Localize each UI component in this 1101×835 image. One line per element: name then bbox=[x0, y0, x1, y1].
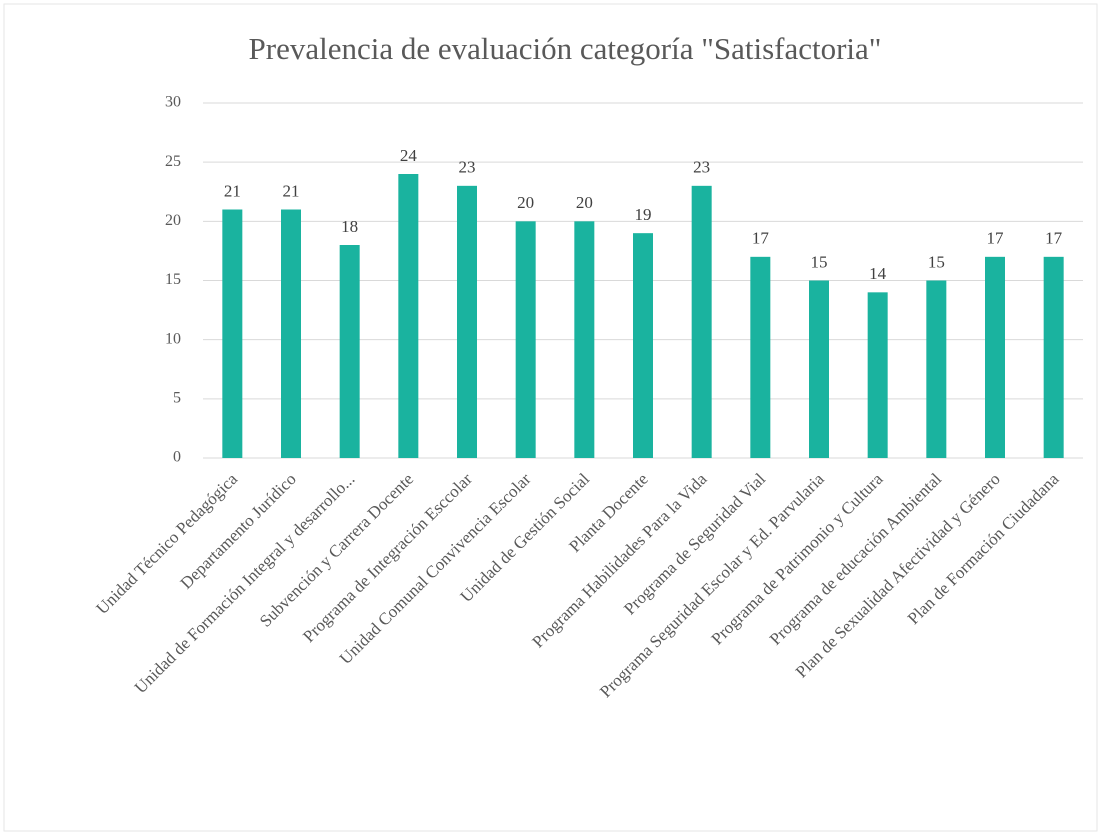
data-label: 17 bbox=[752, 229, 770, 248]
data-label: 23 bbox=[693, 158, 710, 177]
y-tick-label: 10 bbox=[165, 330, 181, 347]
bar bbox=[867, 292, 888, 458]
bar bbox=[515, 221, 536, 458]
data-label: 18 bbox=[341, 217, 358, 236]
y-tick-label: 30 bbox=[165, 94, 181, 111]
bar bbox=[633, 233, 653, 458]
data-label: 15 bbox=[928, 252, 945, 271]
chart-title: Prevalencia de evaluación categoría "Sat… bbox=[249, 31, 882, 66]
y-tick-label: 15 bbox=[165, 271, 181, 288]
data-label: 17 bbox=[987, 229, 1005, 248]
bar bbox=[691, 185, 712, 459]
data-label: 15 bbox=[811, 252, 828, 271]
y-tick-label: 5 bbox=[173, 390, 181, 407]
bar bbox=[985, 256, 1005, 458]
y-tick-label: 20 bbox=[165, 212, 181, 229]
bar bbox=[750, 256, 771, 458]
data-label: 20 bbox=[517, 193, 534, 212]
y-tick-label: 25 bbox=[165, 153, 181, 170]
y-tick-label: 0 bbox=[173, 449, 181, 466]
data-label: 19 bbox=[635, 205, 652, 224]
data-label: 21 bbox=[224, 181, 241, 200]
data-label: 14 bbox=[869, 264, 887, 283]
bar bbox=[339, 245, 360, 458]
bar bbox=[926, 280, 947, 458]
data-label: 21 bbox=[283, 181, 300, 200]
bar bbox=[809, 280, 829, 458]
bar bbox=[1043, 256, 1064, 458]
bar bbox=[281, 209, 301, 458]
bar bbox=[457, 185, 477, 459]
bar bbox=[574, 221, 595, 458]
data-label: 23 bbox=[459, 158, 476, 177]
chart-frame bbox=[3, 3, 1098, 832]
data-label: 24 bbox=[400, 146, 418, 165]
bar bbox=[222, 209, 243, 458]
data-label: 20 bbox=[576, 193, 593, 212]
data-label: 17 bbox=[1045, 229, 1063, 248]
bar bbox=[398, 174, 419, 458]
